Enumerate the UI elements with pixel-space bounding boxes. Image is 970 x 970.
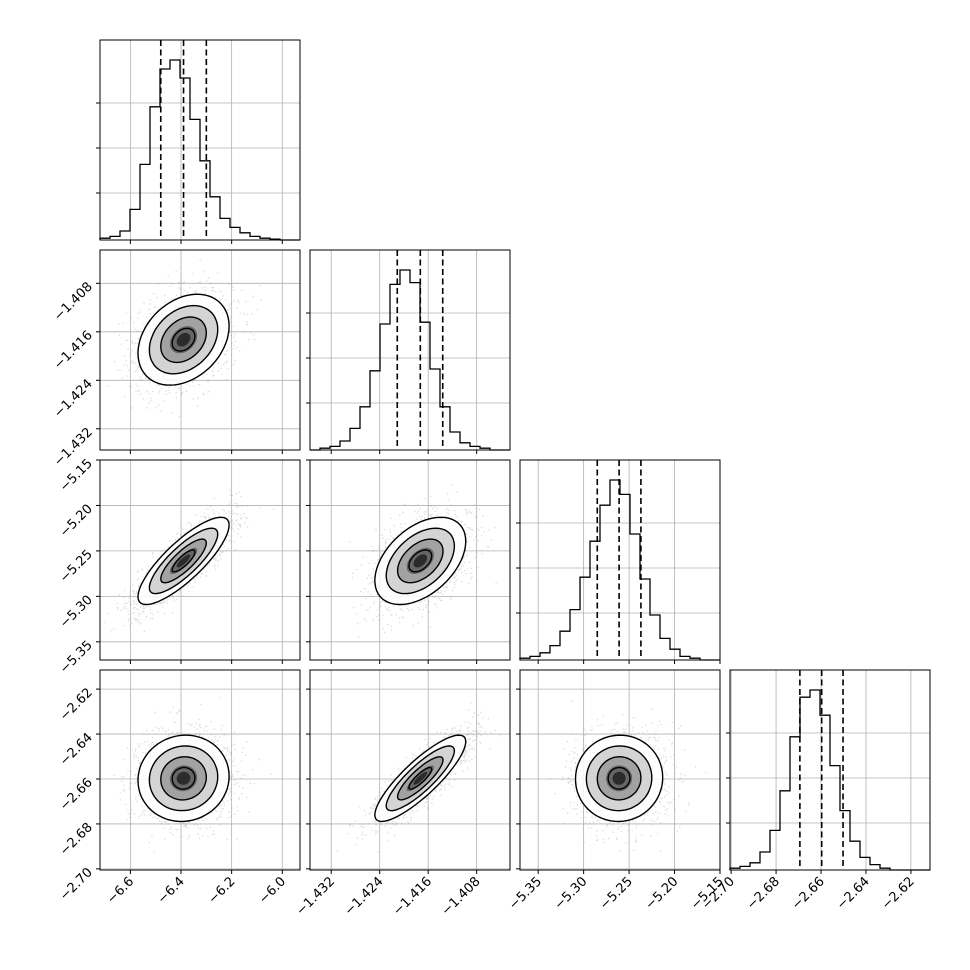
contour-line <box>171 327 196 352</box>
contour-line <box>171 766 196 790</box>
y-tick-label: −5.25 <box>57 547 96 586</box>
x-tick-label: −2.66 <box>789 874 828 913</box>
scatter-panel-1-2 <box>99 249 301 451</box>
contour-line <box>408 766 433 790</box>
contour-line <box>160 538 208 584</box>
contour-line <box>574 734 664 823</box>
y-tick-label: −2.66 <box>57 775 96 814</box>
contour-line <box>160 756 208 801</box>
x-tick-label: −5.20 <box>643 874 682 913</box>
scatter-panel-1-3 <box>99 459 301 661</box>
y-tick-label: −2.64 <box>57 730 96 769</box>
panel-frame <box>519 459 721 661</box>
x-tick-label: −5.35 <box>506 874 545 913</box>
scatter-panel-2-4 <box>309 669 511 871</box>
contour-line <box>374 516 467 606</box>
density-shade <box>413 554 428 568</box>
x-tick-label: −2.64 <box>834 874 873 913</box>
contour-line <box>408 549 433 573</box>
panel-frame <box>99 669 301 871</box>
histogram-panel-1 <box>96 39 301 241</box>
density-shade <box>413 771 428 785</box>
x-tick-label: −6.4 <box>155 874 188 907</box>
contour-line <box>137 293 230 386</box>
x-tick-label: −1.432 <box>293 874 338 919</box>
y-tick-label: −1.416 <box>51 328 96 373</box>
scatter-panel-1-4 <box>99 669 301 871</box>
panel-frame <box>99 39 301 241</box>
panel-frame <box>99 459 301 661</box>
contour-line <box>148 745 219 812</box>
y-tick-label: −2.68 <box>57 820 96 859</box>
y-tick-label: −5.20 <box>57 502 96 541</box>
contour-line <box>396 538 444 584</box>
histogram-line <box>310 269 510 451</box>
x-tick-label: −6.2 <box>206 874 239 907</box>
x-tick-label: −1.424 <box>342 874 387 919</box>
x-tick-label: −6.0 <box>256 874 289 907</box>
histogram-line <box>519 479 720 661</box>
contour-line <box>596 755 642 801</box>
histogram-panel-2 <box>306 249 511 451</box>
panel-frame <box>729 669 931 871</box>
x-tick-label: −2.62 <box>879 874 918 913</box>
contour-line <box>160 316 208 364</box>
contour-line <box>607 766 631 790</box>
contour-line <box>385 527 456 595</box>
contour-line <box>148 304 219 375</box>
panel-frame <box>309 669 511 871</box>
histogram-panel-4 <box>726 669 931 871</box>
histogram-panel-3 <box>516 459 721 661</box>
density-shade <box>176 332 191 347</box>
contour-line <box>148 527 219 595</box>
x-tick-label: −1.408 <box>439 874 484 919</box>
x-tick-label: −2.68 <box>744 874 783 913</box>
x-tick-label: −1.416 <box>390 874 435 919</box>
y-tick-label: −5.35 <box>57 638 96 677</box>
contour-line <box>585 745 653 812</box>
x-tick-label: −5.25 <box>597 874 636 913</box>
contour-line <box>374 734 467 823</box>
panel-frame <box>519 669 721 871</box>
density-shade <box>176 554 191 568</box>
contour-line <box>396 756 444 801</box>
x-tick-label: −6.6 <box>104 874 137 907</box>
y-tick-label: −5.30 <box>57 593 96 632</box>
histogram-line <box>729 689 930 871</box>
histogram-line <box>99 59 300 241</box>
panel-frame <box>99 249 301 451</box>
scatter-panel-3-4 <box>519 669 721 871</box>
y-tick-label: −2.62 <box>57 685 96 724</box>
contour-line <box>171 549 196 573</box>
contour-line <box>137 734 230 823</box>
scatter-panel-2-3 <box>309 459 511 661</box>
x-tick-label: −5.30 <box>552 874 591 913</box>
density-shade <box>176 771 191 785</box>
contour-line <box>385 745 456 812</box>
y-tick-label: −1.408 <box>51 280 96 325</box>
density-shade <box>612 771 626 785</box>
y-tick-label: −1.424 <box>51 377 96 422</box>
y-tick-label: −2.70 <box>57 865 96 904</box>
contour-line <box>137 516 230 606</box>
panel-frame <box>309 459 511 661</box>
panel-frame <box>309 249 511 451</box>
